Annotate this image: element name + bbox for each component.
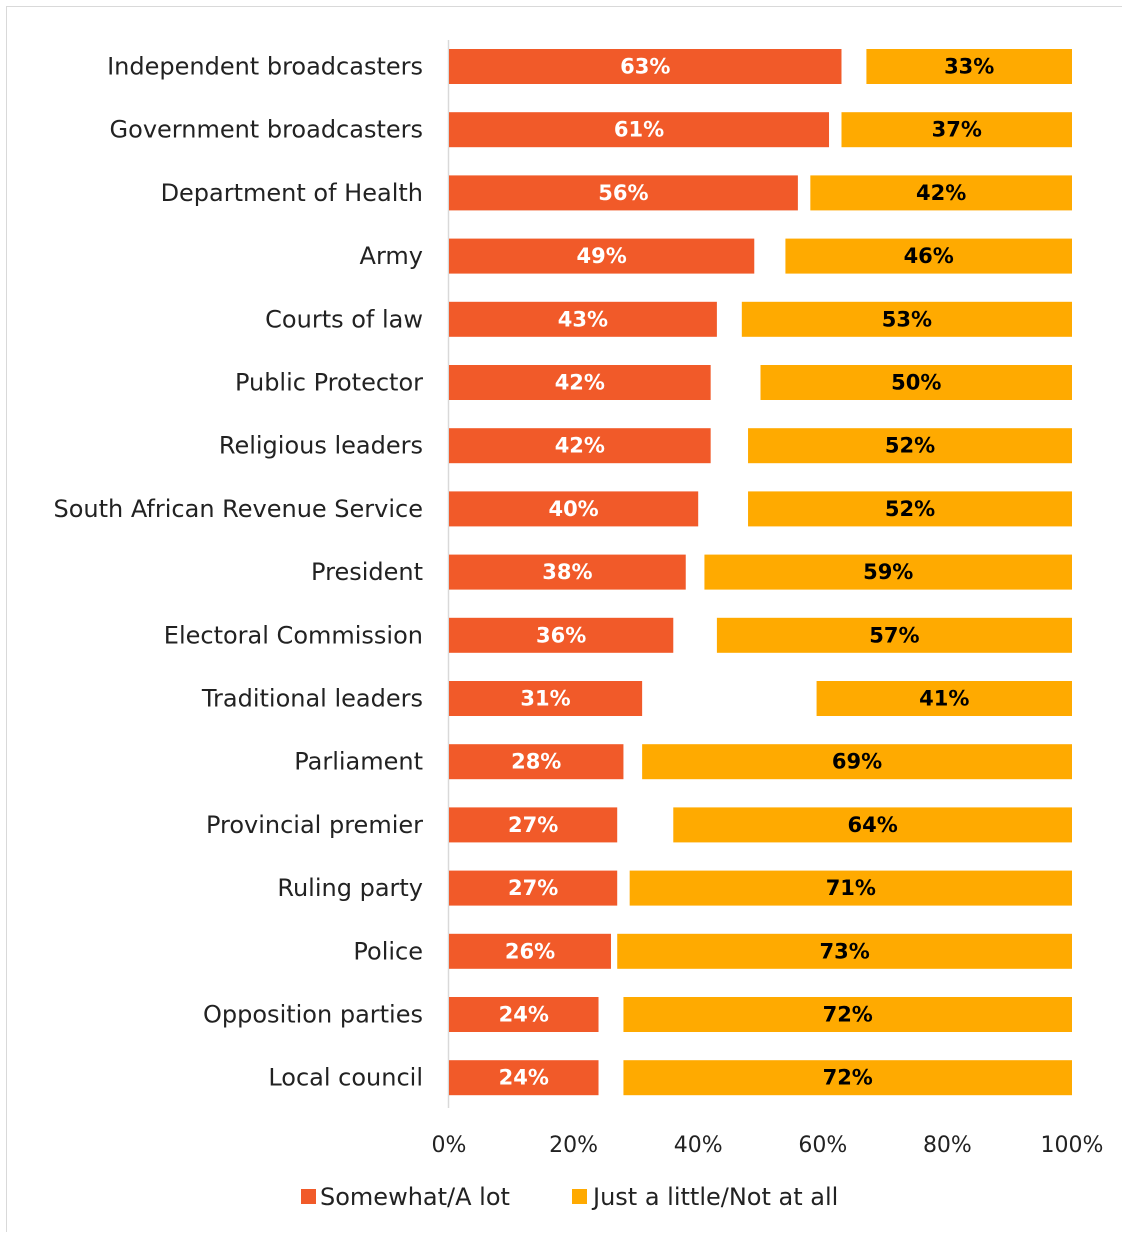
bar-somewhat-a-lot xyxy=(449,617,674,653)
bar-somewhat-a-lot xyxy=(449,870,618,906)
data-label-somewhat-a-lot: 24% xyxy=(499,1003,549,1027)
data-label-just-a-little-not-at-all: 33% xyxy=(944,55,994,79)
bar-just-a-little-not-at-all xyxy=(617,933,1072,969)
x-tick-label: 80% xyxy=(923,1133,972,1158)
category-label: Independent broadcasters xyxy=(107,53,423,81)
category-label: Army xyxy=(360,242,423,270)
bar-somewhat-a-lot xyxy=(449,997,599,1032)
data-label-just-a-little-not-at-all: 53% xyxy=(882,307,932,331)
bar-just-a-little-not-at-all xyxy=(748,491,1072,527)
category-label: South African Revenue Service xyxy=(53,495,423,523)
category-label: Electoral Commission xyxy=(164,621,423,649)
x-tick-label: 100% xyxy=(1041,1133,1104,1158)
bar-just-a-little-not-at-all xyxy=(623,997,1072,1032)
data-label-just-a-little-not-at-all: 50% xyxy=(891,371,941,395)
data-label-somewhat-a-lot: 26% xyxy=(505,939,555,963)
category-label: Ruling party xyxy=(277,874,423,902)
data-label-somewhat-a-lot: 28% xyxy=(511,750,561,774)
data-label-just-a-little-not-at-all: 71% xyxy=(826,876,876,900)
x-tick-label: 0% xyxy=(432,1133,467,1158)
data-label-just-a-little-not-at-all: 57% xyxy=(869,623,919,647)
bar-somewhat-a-lot xyxy=(449,807,618,843)
data-label-just-a-little-not-at-all: 59% xyxy=(863,560,913,584)
category-label: Traditional leaders xyxy=(201,685,423,713)
data-label-somewhat-a-lot: 40% xyxy=(548,497,598,521)
bar-somewhat-a-lot xyxy=(449,175,798,211)
data-label-just-a-little-not-at-all: 69% xyxy=(832,750,882,774)
bar-just-a-little-not-at-all xyxy=(748,428,1072,464)
bar-somewhat-a-lot xyxy=(449,238,755,274)
x-tick-label: 20% xyxy=(549,1133,598,1158)
bar-somewhat-a-lot xyxy=(449,554,686,590)
bar-just-a-little-not-at-all xyxy=(741,301,1072,337)
bar-somewhat-a-lot xyxy=(449,112,830,148)
data-label-somewhat-a-lot: 24% xyxy=(499,1066,549,1090)
data-label-just-a-little-not-at-all: 64% xyxy=(848,813,898,837)
bar-just-a-little-not-at-all xyxy=(785,238,1072,274)
category-label: Provincial premier xyxy=(206,811,423,839)
category-label: President xyxy=(311,558,423,586)
data-label-somewhat-a-lot: 61% xyxy=(614,118,664,142)
bar-somewhat-a-lot xyxy=(449,933,611,969)
category-label: Parliament xyxy=(294,748,423,776)
bar-just-a-little-not-at-all xyxy=(673,807,1072,843)
x-tick-label: 40% xyxy=(674,1133,723,1158)
legend-swatch-somewhat-a-lot xyxy=(301,1189,316,1204)
data-label-somewhat-a-lot: 38% xyxy=(542,560,592,584)
data-label-somewhat-a-lot: 49% xyxy=(577,244,627,268)
category-label: Local council xyxy=(268,1064,423,1092)
bar-just-a-little-not-at-all xyxy=(716,617,1072,653)
data-label-just-a-little-not-at-all: 46% xyxy=(904,244,954,268)
data-label-somewhat-a-lot: 43% xyxy=(558,307,608,331)
data-label-just-a-little-not-at-all: 52% xyxy=(885,434,935,458)
bar-just-a-little-not-at-all xyxy=(623,1060,1072,1096)
bar-just-a-little-not-at-all xyxy=(841,112,1072,148)
data-label-somewhat-a-lot: 27% xyxy=(508,813,558,837)
data-label-just-a-little-not-at-all: 73% xyxy=(819,939,869,963)
data-label-somewhat-a-lot: 63% xyxy=(620,55,670,79)
category-label: Department of Health xyxy=(161,179,423,207)
data-label-somewhat-a-lot: 56% xyxy=(598,181,648,205)
legend-label-somewhat-a-lot: Somewhat/A lot xyxy=(320,1183,510,1211)
data-label-just-a-little-not-at-all: 41% xyxy=(919,687,969,711)
data-label-somewhat-a-lot: 42% xyxy=(555,434,605,458)
category-label: Police xyxy=(353,937,423,965)
data-label-somewhat-a-lot: 27% xyxy=(508,876,558,900)
data-label-just-a-little-not-at-all: 72% xyxy=(823,1066,873,1090)
chart-frame xyxy=(6,6,1122,1232)
data-label-just-a-little-not-at-all: 42% xyxy=(916,181,966,205)
data-label-just-a-little-not-at-all: 72% xyxy=(823,1003,873,1027)
bar-just-a-little-not-at-all xyxy=(642,744,1072,780)
bar-somewhat-a-lot xyxy=(449,365,711,400)
bar-somewhat-a-lot xyxy=(449,1060,599,1096)
category-label: Opposition parties xyxy=(203,1001,423,1029)
bar-somewhat-a-lot xyxy=(449,301,717,337)
data-label-somewhat-a-lot: 36% xyxy=(536,623,586,647)
legend-label-just-a-little-not-at-all: Just a little/Not at all xyxy=(591,1183,838,1211)
data-label-somewhat-a-lot: 42% xyxy=(555,371,605,395)
data-label-just-a-little-not-at-all: 52% xyxy=(885,497,935,521)
data-label-somewhat-a-lot: 31% xyxy=(520,687,570,711)
bar-just-a-little-not-at-all xyxy=(810,175,1072,211)
bar-just-a-little-not-at-all xyxy=(629,870,1072,906)
x-tick-label: 60% xyxy=(798,1133,847,1158)
legend-swatch-just-a-little-not-at-all xyxy=(572,1189,587,1204)
bar-just-a-little-not-at-all xyxy=(816,681,1072,716)
category-label: Public Protector xyxy=(235,369,423,397)
bar-somewhat-a-lot xyxy=(449,744,624,780)
bar-just-a-little-not-at-all xyxy=(760,365,1072,400)
category-label: Religious leaders xyxy=(219,432,423,460)
bar-somewhat-a-lot xyxy=(449,681,643,716)
data-label-just-a-little-not-at-all: 37% xyxy=(932,118,982,142)
bar-somewhat-a-lot xyxy=(449,491,699,527)
bar-somewhat-a-lot xyxy=(449,428,711,464)
bar-somewhat-a-lot xyxy=(449,49,842,84)
bar-just-a-little-not-at-all xyxy=(866,49,1072,84)
category-label: Government broadcasters xyxy=(110,116,423,144)
bar-just-a-little-not-at-all xyxy=(704,554,1072,590)
category-label: Courts of law xyxy=(265,305,423,333)
